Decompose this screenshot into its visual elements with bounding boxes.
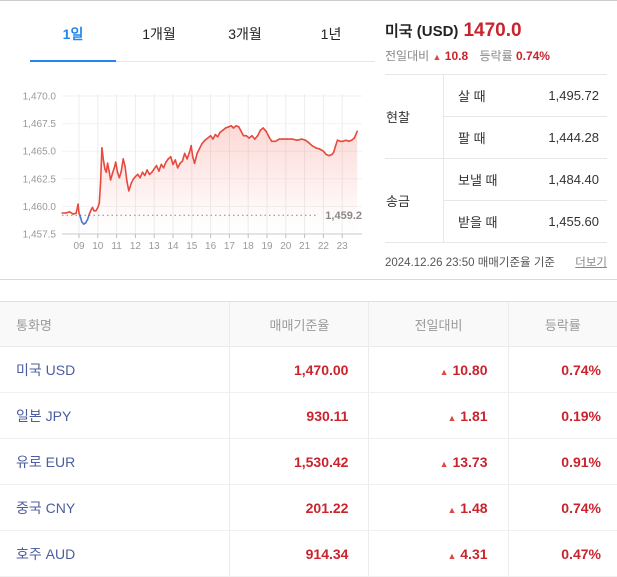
cash-buy-label: 살 때 (444, 75, 522, 117)
wire-send-label: 보낼 때 (444, 159, 522, 201)
base-rate-cell: 201.22 (230, 485, 369, 531)
svg-text:15: 15 (186, 241, 198, 252)
cash-sell-label: 팔 때 (444, 117, 522, 159)
table-row: 송금 보낼 때 1,484.40 (385, 159, 607, 201)
header-change: 전일대비 (369, 302, 508, 347)
currency-link[interactable]: 미국 USD (0, 347, 230, 393)
svg-text:19: 19 (261, 241, 273, 252)
header-base-rate: 매매기준율 (230, 302, 369, 347)
base-rate-cell: 930.11 (230, 393, 369, 439)
change-label: 전일대비 (385, 49, 429, 63)
tab-1month[interactable]: 1개월 (116, 8, 202, 61)
svg-text:11: 11 (111, 241, 122, 252)
svg-text:20: 20 (280, 241, 292, 252)
base-rate-cell: 914.34 (230, 531, 369, 577)
currency-link[interactable]: 일본 JPY (0, 393, 230, 439)
svg-text:1,459.2: 1,459.2 (325, 210, 362, 222)
wire-send-value: 1,484.40 (522, 159, 607, 201)
svg-text:1,462.5: 1,462.5 (23, 174, 57, 185)
svg-text:10: 10 (92, 241, 104, 252)
quote-subline: 전일대비 ▲ 10.8 등락률 0.74% (385, 47, 607, 64)
svg-text:17: 17 (224, 241, 236, 252)
currency-link[interactable]: 호주 AUD (0, 531, 230, 577)
up-triangle-icon: ▲ (447, 505, 456, 515)
up-triangle-icon: ▲ (447, 551, 456, 561)
base-rate-cell: 1,470.00 (230, 347, 369, 393)
wire-group-label: 송금 (385, 159, 444, 243)
more-link[interactable]: 더보기 (575, 254, 607, 270)
up-triangle-icon: ▲ (447, 413, 456, 423)
tab-3months[interactable]: 3개월 (202, 8, 288, 61)
quote-price: 1470.0 (463, 20, 521, 41)
pct-cell: 0.91% (508, 439, 617, 485)
timestamp: 2024.12.26 23:50 매매기준율 기준 (385, 254, 555, 270)
currency-link[interactable]: 유로 EUR (0, 439, 230, 485)
pct-cell: 0.74% (508, 485, 617, 531)
svg-text:1,467.5: 1,467.5 (23, 119, 57, 130)
svg-text:16: 16 (205, 241, 217, 252)
wire-receive-label: 받을 때 (444, 201, 522, 243)
base-rate-cell: 1,530.42 (230, 439, 369, 485)
pct-cell: 0.47% (508, 531, 617, 577)
cash-buy-value: 1,495.72 (522, 75, 607, 117)
up-triangle-icon: ▲ (440, 367, 449, 377)
svg-text:12: 12 (130, 241, 142, 252)
currency-link[interactable]: 중국 CNY (0, 485, 230, 531)
header-pct: 등락률 (508, 302, 617, 347)
tab-1day[interactable]: 1일 (30, 8, 116, 62)
svg-text:18: 18 (243, 241, 255, 252)
change-cell: ▲ 10.80 (369, 347, 508, 393)
change-cell: ▲ 4.31 (369, 531, 508, 577)
pct-cell: 0.19% (508, 393, 617, 439)
exchange-rate-chart: 1,459.2 09 10 11 12 13 14 15 16 17 18 19 20 21 22 23 1,4… (0, 90, 375, 268)
quote-panel: 미국 (USD) 1470.0 전일대비 ▲ 10.8 등락률 0.74% 현찰 … (385, 20, 607, 270)
svg-text:21: 21 (299, 241, 311, 252)
change-value: 10.8 (445, 49, 468, 63)
quote-footer: 2024.12.26 23:50 매매기준율 기준 더보기 (385, 254, 607, 270)
svg-text:1,457.5: 1,457.5 (23, 230, 57, 241)
svg-text:09: 09 (73, 241, 85, 252)
change-cell: ▲ 1.81 (369, 393, 508, 439)
change-cell: ▲ 13.73 (369, 439, 508, 485)
svg-text:13: 13 (149, 241, 161, 252)
table-header-row: 통화명 매매기준율 전일대비 등락률 (0, 302, 617, 347)
svg-text:1,470.0: 1,470.0 (23, 92, 57, 103)
svg-text:22: 22 (318, 241, 330, 252)
up-triangle-icon: ▲ (440, 459, 449, 469)
svg-text:1,460.0: 1,460.0 (23, 202, 57, 213)
cash-wire-table: 현찰 살 때 1,495.72 팔 때 1,444.28 송금 보낼 때 1,4… (385, 74, 607, 243)
rate-label: 등락률 (479, 49, 512, 63)
tab-1year[interactable]: 1년 (288, 8, 374, 61)
table-row: 현찰 살 때 1,495.72 (385, 75, 607, 117)
header-currency: 통화명 (0, 302, 230, 347)
svg-text:23: 23 (337, 241, 349, 252)
pct-cell: 0.74% (508, 347, 617, 393)
quote-header: 미국 (USD) 1470.0 (385, 20, 607, 42)
rate-value: 0.74% (516, 49, 550, 63)
up-triangle-icon: ▲ (433, 52, 442, 62)
svg-text:1,465.0: 1,465.0 (23, 147, 57, 158)
wire-receive-value: 1,455.60 (522, 201, 607, 243)
cash-sell-value: 1,444.28 (522, 117, 607, 159)
svg-text:14: 14 (167, 241, 179, 252)
cash-group-label: 현찰 (385, 75, 444, 159)
quote-title: 미국 (USD) (385, 23, 458, 40)
change-cell: ▲ 1.48 (369, 485, 508, 531)
period-tabs: 1일 1개월 3개월 1년 (30, 8, 375, 62)
